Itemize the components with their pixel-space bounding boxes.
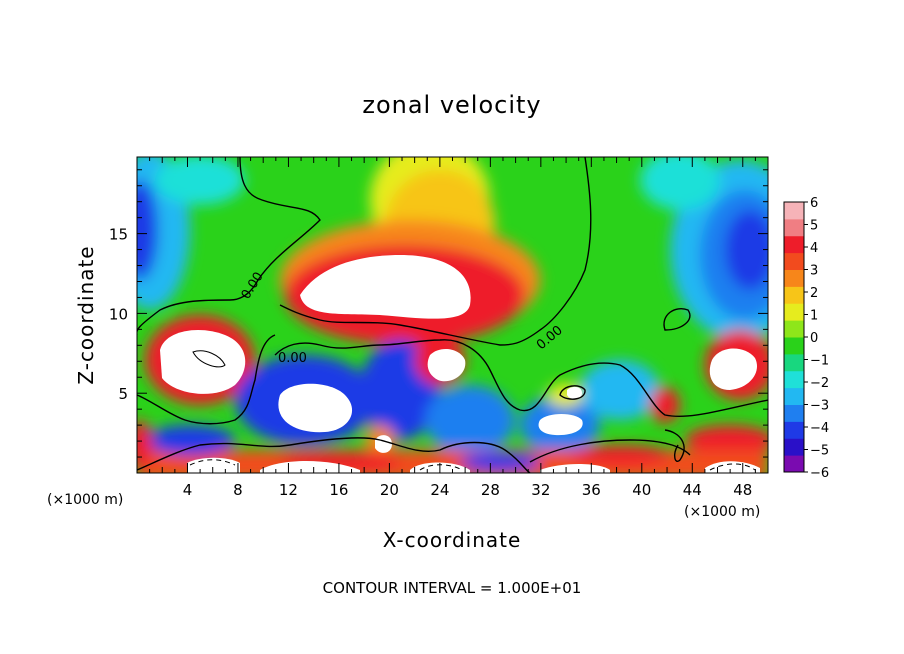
y-axis-label: Z-coordinate <box>74 245 98 384</box>
colorbar-label: −1 <box>810 354 829 369</box>
x-tick-label: 8 <box>233 481 243 499</box>
x-axis: 4 8 12 16 20 24 28 32 36 40 44 48 <box>136 157 769 499</box>
heatmap-field <box>137 157 768 473</box>
x-tick-label: 32 <box>531 481 550 499</box>
y-axis: 5 10 15 <box>109 169 768 458</box>
y-tick-label: 5 <box>118 385 128 403</box>
contour-label: 0.00 <box>278 351 307 366</box>
contour-interval-note: CONTOUR INTERVAL = 1.000E+01 <box>323 579 582 597</box>
colorbar-swatch <box>784 337 804 355</box>
chart-title: zonal velocity <box>362 91 541 119</box>
x-tick-label: 28 <box>481 481 500 499</box>
colorbar-label: 6 <box>810 196 818 211</box>
colorbar-label: −6 <box>810 466 829 481</box>
x-tick-label: 16 <box>329 481 348 499</box>
x-tick-label: 36 <box>582 481 601 499</box>
colorbar-label: −3 <box>810 399 829 414</box>
colorbar-swatch <box>784 269 804 287</box>
x-unit-left: (×1000 m) <box>47 492 123 508</box>
y-tick-label: 15 <box>109 226 128 244</box>
colorbar-swatch <box>784 438 804 456</box>
colorbar-swatch <box>784 387 804 405</box>
x-tick-label: 24 <box>430 481 449 499</box>
x-tick-label: 48 <box>733 481 752 499</box>
colorbar-label: 1 <box>810 309 818 324</box>
x-tick-label: 12 <box>279 481 298 499</box>
colorbar-label: −2 <box>810 376 829 391</box>
colorbar-swatch <box>784 370 804 389</box>
x-axis-label: X-coordinate <box>383 528 522 552</box>
colorbar-swatch <box>784 320 804 338</box>
colorbar-swatch <box>784 235 804 254</box>
colorbar-swatch <box>784 218 804 237</box>
y-tick-label: 10 <box>109 305 128 323</box>
colorbar-swatch <box>784 252 804 270</box>
colorbar-label: 0 <box>810 331 818 346</box>
colorbar-swatch <box>784 353 804 372</box>
x-tick-label: 4 <box>183 481 193 499</box>
colorbar: 6 5 4 3 2 1 0 −1 −2 −3 −4 −5 −6 <box>783 196 829 481</box>
colorbar-label: −5 <box>810 444 829 459</box>
colorbar-swatch <box>784 421 804 439</box>
colorbar-label: 2 <box>810 286 818 301</box>
colorbar-swatch <box>784 404 804 422</box>
x-tick-label: 44 <box>683 481 702 499</box>
colorbar-swatch <box>784 303 804 321</box>
colorbar-swatch <box>784 286 804 304</box>
colorbar-label: −4 <box>810 421 829 436</box>
colorbar-label: 3 <box>810 264 818 279</box>
x-tick-label: 40 <box>632 481 651 499</box>
colorbar-label: 4 <box>810 241 818 256</box>
colorbar-swatch <box>784 455 804 473</box>
x-unit-right: (×1000 m) <box>684 504 760 520</box>
x-tick-label: 20 <box>380 481 399 499</box>
colorbar-label: 5 <box>810 219 818 234</box>
colorbar-swatch <box>784 202 804 220</box>
